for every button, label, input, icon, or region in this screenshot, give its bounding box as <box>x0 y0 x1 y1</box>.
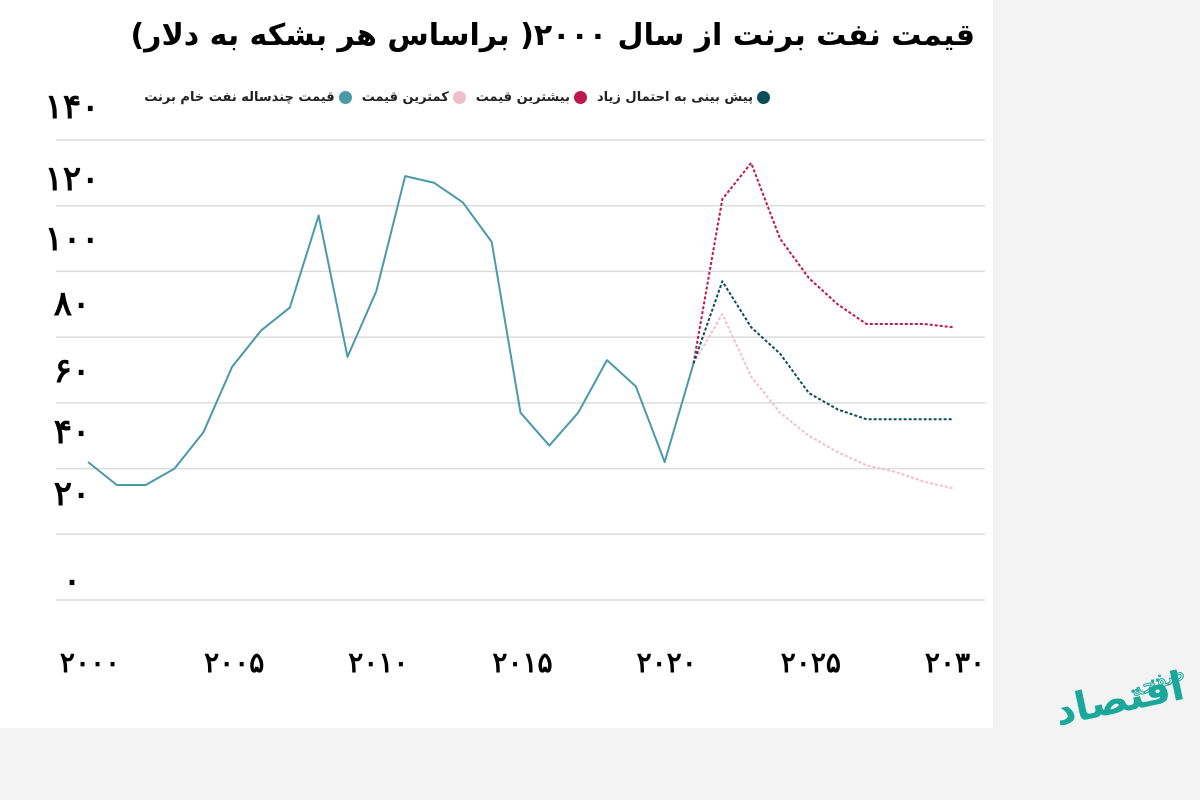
logo: اقتصاد صفحه <box>1060 650 1190 750</box>
y-tick-label: ۱۴۰ <box>45 87 100 127</box>
legend-label: قیمت چندساله نفت خام برنت <box>144 90 335 105</box>
legend-label: بیشترین قیمت <box>475 90 570 105</box>
x-tick-label: ۲۰۰۵ <box>204 646 264 679</box>
x-tick-label: ۲۰۰۰ <box>60 646 120 679</box>
x-tick-label: ۲۰۱۰ <box>348 646 408 679</box>
series-line-0 <box>87 175 695 486</box>
series-line-3 <box>692 280 953 421</box>
chart-title: قیمت نفت برنت از سال ۲۰۰۰( براساس هر بشک… <box>130 18 976 53</box>
chart-panel <box>0 0 993 728</box>
x-tick-label: ۲۰۲۰ <box>637 646 697 679</box>
y-tick-label: ۶۰ <box>54 351 91 391</box>
legend-label: کمترین قیمت <box>361 90 449 105</box>
y-tick-label: ۱۲۰ <box>45 159 100 199</box>
legend-item-high: بیشترین قیمت <box>476 90 587 105</box>
x-tick-label: ۲۰۲۵ <box>781 646 841 679</box>
line-chart: ۰ ۲۰ ۴۰ ۶۰ ۸۰ ۱۰۰ ۱۲۰ ۱۴۰ ۲۰۰۰ ۲۰۰۵ ۲۰۱۰ ۲۰۱۵ ۲۰۲۰ ۲۰… <box>45 87 985 679</box>
y-tick-label: ۲۰ <box>54 474 91 514</box>
legend-dot <box>338 91 352 104</box>
logo-mark: اقتصاد صفحه <box>1060 660 1189 735</box>
legend-item-brent: قیمت چندساله نفت خام برنت <box>144 90 352 105</box>
x-tick-label: ۲۰۱۵ <box>492 646 552 679</box>
series-line-1 <box>692 313 954 490</box>
y-tick-label: ۰ <box>63 561 81 601</box>
legend-dot <box>757 91 770 104</box>
series-line-2 <box>692 162 954 364</box>
y-tick-label: ۴۰ <box>54 412 91 452</box>
legend-dot <box>573 91 587 104</box>
legend: پیش بینی به احتمال زیاد بیشترین قیمت کمت… <box>144 90 770 105</box>
y-tick-label: ۱۰۰ <box>45 219 100 259</box>
legend-item-likely: پیش بینی به احتمال زیاد <box>597 90 770 105</box>
legend-dot <box>452 91 466 104</box>
y-tick-label: ۸۰ <box>54 284 91 324</box>
legend-label: پیش بینی به احتمال زیاد <box>596 90 753 105</box>
x-tick-label: ۲۰۳۰ <box>925 646 985 679</box>
legend-item-low: کمترین قیمت <box>362 90 466 105</box>
